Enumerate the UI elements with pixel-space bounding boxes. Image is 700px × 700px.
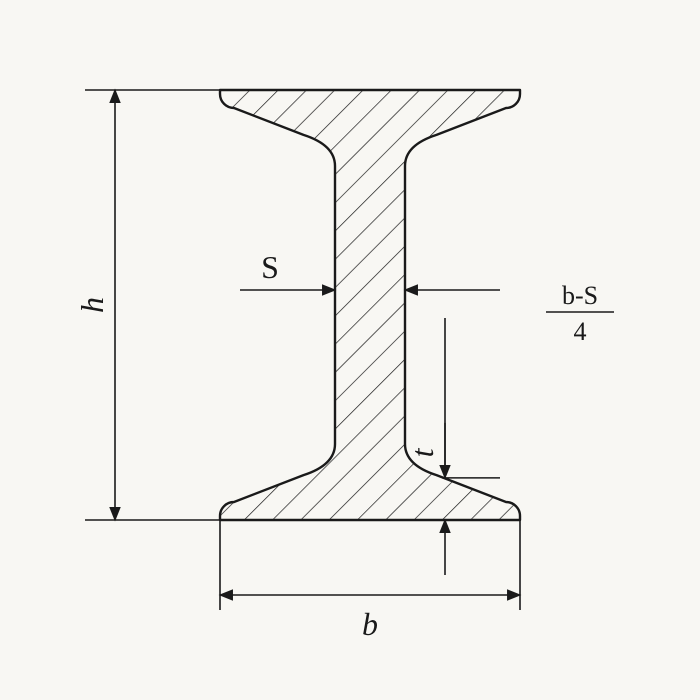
- dimension-b-minus-S-over-4: b-S 4: [445, 281, 620, 478]
- label-h: h: [74, 297, 110, 313]
- dimension-b: b: [220, 520, 520, 642]
- dimension-h: h: [74, 90, 220, 520]
- label-bS4-denominator: 4: [574, 317, 587, 346]
- label-bS4-numerator: b-S: [562, 281, 598, 310]
- label-t: t: [404, 447, 440, 457]
- ibeam-cross-section: [220, 90, 520, 520]
- label-S: S: [261, 249, 279, 285]
- ibeam-diagram: h b S t b-S 4: [0, 0, 700, 700]
- label-b: b: [362, 606, 378, 642]
